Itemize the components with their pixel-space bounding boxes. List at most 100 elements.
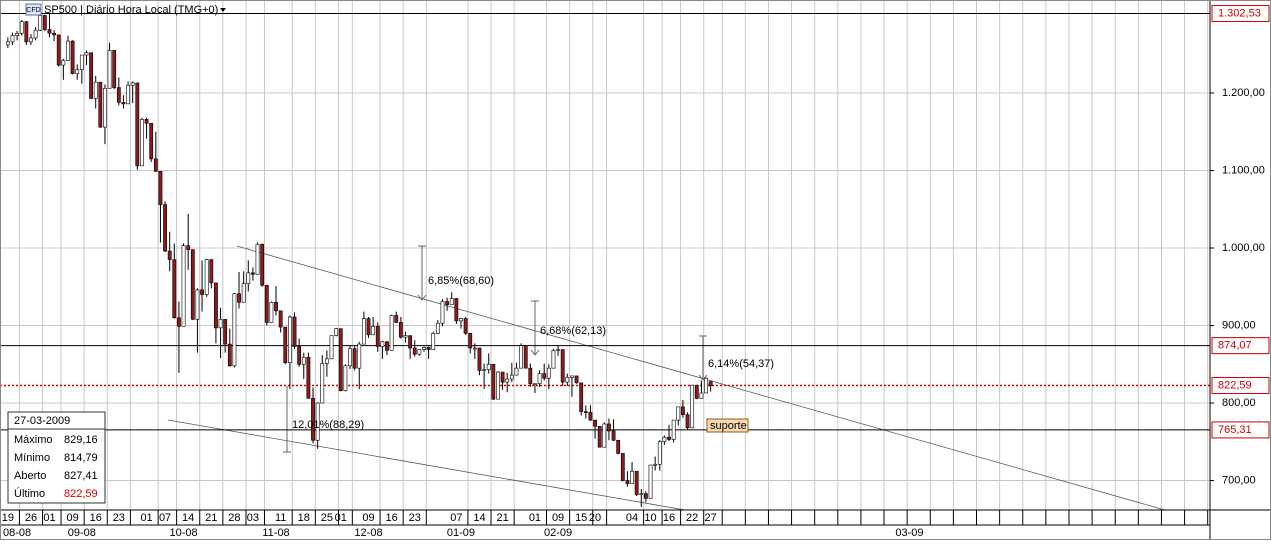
candle-body xyxy=(186,245,191,250)
candle-body xyxy=(403,335,408,338)
candle-body xyxy=(422,346,426,350)
measure-marker xyxy=(417,245,427,301)
candle-body xyxy=(505,378,510,383)
candle-body xyxy=(398,322,403,338)
x-tick-label: 16 xyxy=(90,512,102,524)
level-label: 822,59 xyxy=(1218,379,1252,391)
candle-body xyxy=(648,464,653,499)
candle-body xyxy=(653,463,658,466)
x-tick-label: 21 xyxy=(205,512,217,524)
x-tick-label: 16 xyxy=(385,512,397,524)
candle-body xyxy=(699,392,704,399)
level-label-box xyxy=(1211,377,1270,395)
x-tick-label: 04 xyxy=(626,512,638,524)
candle-body xyxy=(528,367,533,384)
info-label: Máximo xyxy=(14,434,53,446)
info-value: 814,79 xyxy=(64,452,98,464)
x-tick-label: 28 xyxy=(228,512,240,524)
x-tick-label: 25 xyxy=(321,512,333,524)
annotation: 6,14%(54,37) xyxy=(708,358,774,370)
candle-body xyxy=(29,37,33,43)
x-month-label: 02-09 xyxy=(544,527,572,539)
candle-body xyxy=(565,377,570,383)
candle-body xyxy=(301,357,306,365)
candle-body xyxy=(357,343,362,369)
candle-body xyxy=(644,493,648,499)
candle-body xyxy=(463,318,468,334)
x-tick-label: 27 xyxy=(705,512,717,524)
candle-body xyxy=(667,436,671,440)
x-tick-label: 14 xyxy=(473,512,485,524)
candle-body xyxy=(274,301,278,312)
info-label: Último xyxy=(14,487,45,500)
candle-body xyxy=(232,293,237,367)
candle-body xyxy=(75,69,80,74)
candle-body xyxy=(533,383,537,385)
candle-body xyxy=(306,357,311,399)
candle-body xyxy=(551,350,556,369)
candle-body xyxy=(579,382,584,412)
candle-body xyxy=(385,341,389,351)
x-tick-label: 15 xyxy=(575,512,587,524)
candle-body xyxy=(181,245,186,327)
candle-body xyxy=(223,319,228,345)
candle-body xyxy=(546,367,551,379)
candle-body xyxy=(292,316,297,347)
x-tick-label: 18 xyxy=(298,512,310,524)
candle-body xyxy=(98,81,103,128)
candle-body xyxy=(352,348,357,369)
candle-body xyxy=(412,347,417,355)
candle-body xyxy=(15,33,20,36)
candle-body xyxy=(662,436,667,443)
candle-body xyxy=(394,315,399,323)
candle-body xyxy=(708,381,713,386)
candle-body xyxy=(681,406,685,415)
candle-body xyxy=(607,423,611,432)
x-tick-label: 07 xyxy=(159,512,171,524)
candle-body xyxy=(204,259,209,295)
x-tick-label: 07 xyxy=(450,512,462,524)
candle-body xyxy=(130,82,135,86)
candle-body xyxy=(315,402,320,441)
candle-body xyxy=(593,419,597,427)
measure-marker xyxy=(698,335,708,381)
level-label-box xyxy=(1211,5,1270,23)
x-tick-label: 20 xyxy=(589,512,601,524)
candle-body xyxy=(297,346,302,365)
level-label: 765,31 xyxy=(1218,424,1252,436)
x-tick-label: 16 xyxy=(663,512,675,524)
cfd-icon xyxy=(25,3,42,16)
candle-body xyxy=(556,349,560,351)
plot-layer xyxy=(0,13,1210,507)
candle-body xyxy=(209,259,214,284)
candle-body xyxy=(66,40,70,61)
cfd-icon-label: CFD xyxy=(26,7,40,14)
annotation: 6,68%(62,13) xyxy=(540,325,606,337)
support-label: suporte xyxy=(710,420,747,432)
x-tick-label: 09 xyxy=(552,512,564,524)
candle-body xyxy=(93,81,98,99)
candle-body xyxy=(241,283,246,303)
candle-body xyxy=(107,50,112,89)
info-value: 822,59 xyxy=(64,488,98,500)
candle-body xyxy=(375,326,380,347)
candle-body xyxy=(417,349,422,355)
candle-body xyxy=(320,363,325,404)
candle-body xyxy=(523,345,528,369)
candle-body xyxy=(149,122,154,160)
candle-body xyxy=(33,29,38,39)
candle-body xyxy=(459,318,463,322)
candle-body xyxy=(167,250,172,260)
measure-marker xyxy=(283,386,291,453)
candle-body xyxy=(542,373,547,379)
candle-body xyxy=(334,328,339,336)
candle-body xyxy=(89,52,93,99)
info-value: 829,16 xyxy=(64,434,98,446)
candle-body xyxy=(311,398,315,441)
candle-body xyxy=(47,29,52,34)
dropdown-arrow[interactable] xyxy=(220,8,226,12)
candle-body xyxy=(537,373,542,384)
candle-body xyxy=(366,318,371,336)
candle-body xyxy=(112,50,117,88)
candle-body xyxy=(583,411,588,413)
